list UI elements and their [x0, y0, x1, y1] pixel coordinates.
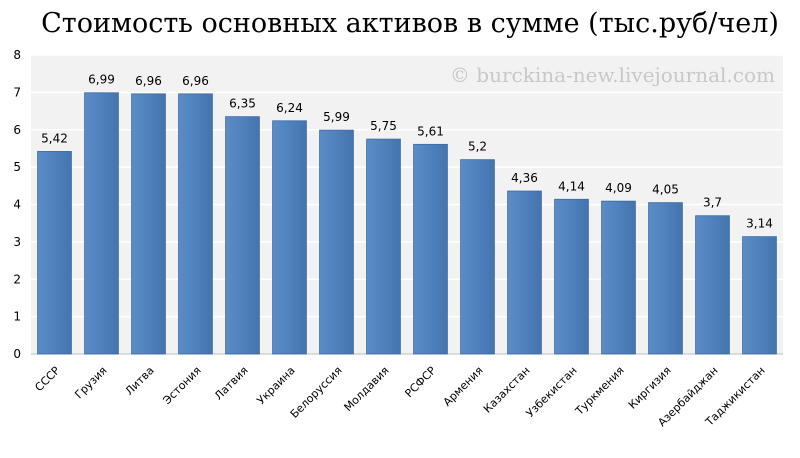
bar	[413, 143, 448, 355]
x-tick-label: РСФСР	[402, 364, 438, 400]
bar	[178, 93, 213, 355]
y-tick-label: 2	[13, 272, 21, 286]
x-tick-label: Узбекистан	[524, 364, 580, 420]
data-label: 6,96	[182, 74, 209, 88]
x-tick-label: Туркмения	[572, 364, 626, 418]
y-tick-label: 3	[13, 235, 21, 249]
x-axis-labels: СССР Грузия Литва Эстония Латвия УкраинаБелор…	[32, 364, 767, 430]
bar	[554, 198, 589, 355]
data-label: 5,42	[41, 131, 68, 145]
data-label: 4,09	[605, 181, 632, 195]
data-label: 4,14	[558, 179, 585, 193]
data-label: 5,75	[370, 119, 397, 133]
y-tick-label: 4	[13, 198, 21, 212]
y-tick-label: 6	[13, 123, 21, 137]
bar	[319, 129, 354, 355]
y-tick-label: 0	[13, 347, 21, 361]
x-tick-label: Литва	[123, 364, 157, 398]
x-tick-label: Казахстан	[481, 364, 533, 416]
chart-title: Стоимость основных активов в сумме (тыс.…	[41, 8, 779, 39]
bar	[695, 215, 730, 355]
data-label: 5,99	[323, 110, 350, 124]
data-label: 4,36	[511, 171, 538, 185]
y-tick-label: 1	[13, 310, 21, 324]
x-tick-label: Украина	[254, 364, 297, 407]
data-label: 3,14	[746, 217, 773, 231]
data-label: 6,35	[229, 97, 256, 111]
bar	[648, 202, 683, 355]
bar	[366, 138, 401, 355]
bar	[272, 120, 307, 355]
bars	[37, 92, 777, 355]
data-label: 3,7	[703, 196, 722, 210]
y-tick-label: 5	[13, 160, 21, 174]
bar	[507, 190, 542, 355]
y-tick-label: 8	[13, 48, 21, 62]
bar	[84, 92, 119, 355]
x-tick-label: Молдавия	[342, 364, 392, 414]
bar	[460, 159, 495, 355]
x-tick-label: СССР	[32, 364, 62, 394]
x-tick-label: Армения	[441, 364, 486, 409]
x-tick-label: Эстония	[161, 364, 204, 407]
bar	[131, 93, 166, 355]
data-label: 4,05	[652, 183, 679, 197]
x-tick-label: Латвия	[212, 364, 251, 403]
data-label: 6,96	[135, 74, 162, 88]
data-label: 5,2	[468, 140, 487, 154]
x-tick-label: Киргизия	[626, 364, 674, 412]
data-labels: 5,42 6,99 6,96 6,96 6,35 6,24 5,99 5,75 5,61 5,2 4…	[41, 73, 773, 231]
y-tick-label: 7	[13, 85, 21, 99]
data-label: 6,24	[276, 101, 303, 115]
data-label: 6,99	[88, 73, 115, 87]
bar	[37, 151, 72, 355]
bar	[601, 200, 636, 355]
bar	[742, 236, 777, 355]
data-label: 5,61	[417, 124, 444, 138]
watermark-text: © burckina-new.livejournal.com	[450, 63, 775, 87]
bar	[225, 116, 260, 355]
x-tick-label: Грузия	[72, 364, 109, 401]
